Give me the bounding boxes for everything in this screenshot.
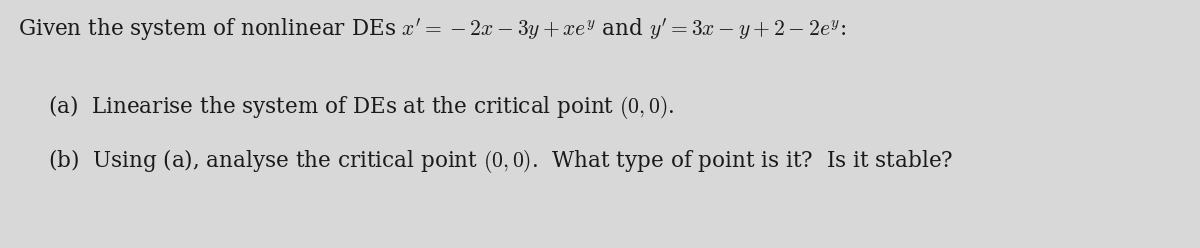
Text: Given the system of nonlinear DEs $x' = -2x - 3y + xe^y$ and $y' = 3x - y + 2 - : Given the system of nonlinear DEs $x' = …: [18, 17, 846, 43]
Text: (a)  Linearise the system of DEs at the critical point $(0, 0)$.: (a) Linearise the system of DEs at the c…: [48, 93, 674, 121]
Text: (b)  Using (a), analyse the critical point $(0, 0)$.  What type of point is it? : (b) Using (a), analyse the critical poin…: [48, 147, 953, 175]
